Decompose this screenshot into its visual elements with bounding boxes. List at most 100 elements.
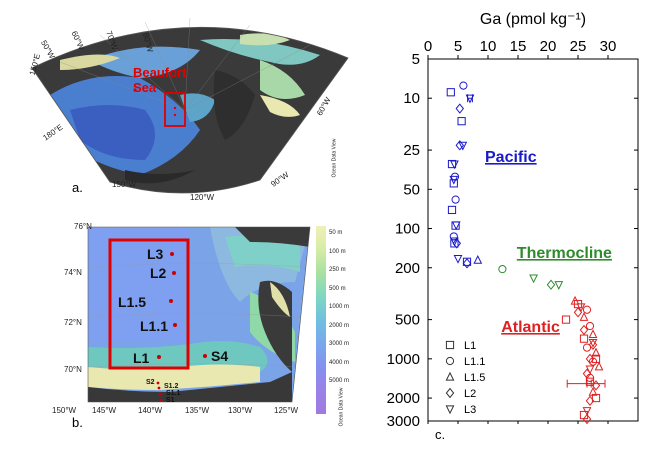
data-point-l2 <box>455 103 465 114</box>
data-point-l2 <box>452 238 462 249</box>
data-point-l2 <box>591 380 601 391</box>
data-point-l3 <box>449 175 459 185</box>
data-point-l15 <box>588 329 598 339</box>
depth-legend-label: 2000 m <box>329 322 350 329</box>
data-point-l15 <box>579 312 589 321</box>
panel-a-map: 50°W 60°W 70°W 80°W 150°E 180°E 150°W 12… <box>28 0 355 205</box>
data-point-l3 <box>529 274 539 284</box>
lat-label: 76°N <box>74 222 92 231</box>
data-point-l11 <box>585 321 595 331</box>
region-label-pacific: Pacific <box>485 149 537 166</box>
depth-legend-label: 3000 m <box>329 341 350 347</box>
legend-label: L3 <box>464 404 476 416</box>
region-label-thermocline: Thermocline <box>517 245 612 262</box>
depth-legend-label: 50 m <box>329 230 343 236</box>
x-tick-label: 25 <box>570 38 587 55</box>
y-tick-label: 200 <box>395 260 420 277</box>
station-l11-label: L1.1 <box>140 318 169 334</box>
data-point-l15 <box>570 295 580 305</box>
plot-frame <box>427 58 639 422</box>
data-point-l2 <box>546 279 556 290</box>
y-tick-label: 1000 <box>387 351 420 368</box>
station-l15-label: L1.5 <box>118 294 147 310</box>
data-point-l3 <box>465 94 475 104</box>
y-tick-label: 500 <box>395 312 420 329</box>
data-point-l15 <box>594 361 604 371</box>
lon-label: 125°W <box>274 406 299 415</box>
data-point-l1 <box>591 354 601 363</box>
y-tick-label: 100 <box>395 221 420 238</box>
y-tick-label: 50 <box>403 181 420 198</box>
data-point-l11 <box>582 343 592 352</box>
data-point-l15 <box>473 254 483 264</box>
lon-label: 130°W <box>228 406 253 415</box>
station-s1-label: S1 <box>166 397 175 404</box>
panel-b-map: L3 L2 L1.5 L1.1 L1 S4 S2 S1.2 S1.1 S1 76… <box>52 222 350 417</box>
data-point-l11 <box>449 232 458 241</box>
depth-colorbar: 50 m 100 m 250 m 500 m 1000 m 2000 m 3000 m 400… <box>316 226 376 426</box>
data-point-l1 <box>579 334 589 343</box>
y-tick-label: 5 <box>412 51 420 68</box>
x-tick-label: 15 <box>510 38 527 55</box>
odv-credit: Ocean Data View <box>338 387 345 427</box>
data-point-l2 <box>585 353 595 365</box>
data-point-l11 <box>582 305 592 314</box>
region-label: Beaufort Sea <box>133 65 187 95</box>
data-point-l1 <box>447 205 457 215</box>
study-region-box <box>164 92 186 127</box>
data-point-l1 <box>585 377 595 386</box>
station-s4-label: S4 <box>211 348 229 364</box>
lat-label: 70°N <box>64 365 82 374</box>
x-tick-label: 30 <box>600 38 617 55</box>
region-label-atlantic: Atlantic <box>501 319 560 336</box>
station-l3-label: L3 <box>147 246 164 262</box>
data-point-l2 <box>582 413 592 425</box>
data-point-l1 <box>446 88 455 97</box>
panel-a-label: a. <box>72 180 83 195</box>
station-l1-label: L1 <box>133 350 150 366</box>
station-s12-label: S1.2 <box>164 383 179 390</box>
beaufort-map <box>87 226 311 403</box>
lon-label: 135°W <box>185 406 210 415</box>
x-axis-label: Ga (pmol kg⁻¹) <box>480 11 586 28</box>
lat-label: 74°N <box>64 268 82 277</box>
data-point-l2 <box>579 324 589 336</box>
lon-label: 145°W <box>92 406 117 415</box>
data-point-l3 <box>576 303 586 313</box>
y-tick-label: 2000 <box>387 390 420 407</box>
data-point-l3 <box>582 407 592 416</box>
depth-legend-label: 5000 m <box>329 378 350 384</box>
depth-legend-label: 4000 m <box>329 359 350 366</box>
legend-label: L2 <box>464 388 476 400</box>
x-tick-label: 10 <box>480 38 497 55</box>
lon-label: 150°W <box>52 406 77 415</box>
station-l2-label: L2 <box>150 265 167 281</box>
x-tick-label: 0 <box>424 38 432 55</box>
station-s11-label: S1.1 <box>166 390 181 397</box>
data-point-l11 <box>498 265 507 274</box>
data-point-l3 <box>449 237 459 247</box>
data-point-l3 <box>449 160 459 170</box>
x-tick-label: 5 <box>454 38 462 55</box>
y-tick-label: 3000 <box>387 413 420 430</box>
data-point-l3 <box>585 365 595 375</box>
legend-marker <box>445 340 455 350</box>
legend-label: L1.1 <box>464 356 485 368</box>
data-point-l1 <box>561 315 571 324</box>
lon-label: 120°W <box>190 193 215 202</box>
lon-label: 150°W <box>112 180 137 189</box>
data-point-l2 <box>585 395 595 407</box>
y-tick-label: 10 <box>403 90 420 107</box>
data-point-l11 <box>459 81 468 90</box>
data-point-l3 <box>588 338 598 348</box>
station-s2-label: S2 <box>146 379 155 386</box>
data-point-l2 <box>455 140 465 151</box>
legend-marker <box>445 371 455 381</box>
panel-c-label: c. <box>435 427 446 442</box>
station-box <box>108 238 190 370</box>
data-point-l15 <box>591 347 601 357</box>
legend-marker <box>445 405 455 415</box>
depth-legend-label: 500 m <box>329 285 346 292</box>
data-point-l15 <box>588 386 598 396</box>
